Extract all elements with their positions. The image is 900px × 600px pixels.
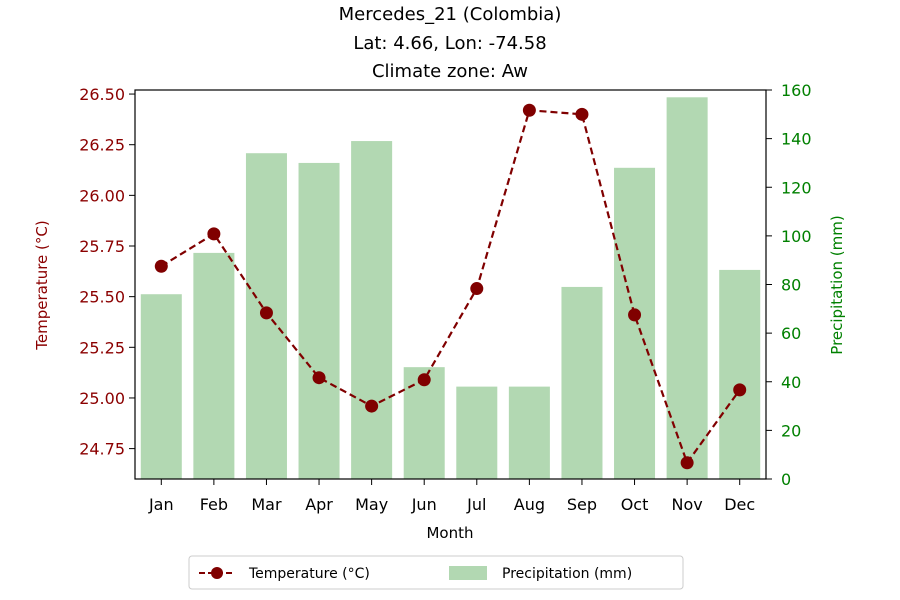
precipitation-bar-dec xyxy=(719,269,761,479)
y-left-tick-label: 26.25 xyxy=(79,136,125,155)
x-tick-label-jan: Jan xyxy=(148,495,174,514)
precipitation-bar-sep xyxy=(561,286,603,479)
y-right-tick-label: 80 xyxy=(781,276,801,295)
legend-precipitation-swatch xyxy=(449,566,487,580)
temperature-point-apr xyxy=(312,371,326,385)
temperature-line xyxy=(154,103,747,470)
chart-title: Mercedes_21 (Colombia) Lat: 4.66, Lon: -… xyxy=(339,4,562,82)
y-axis-left-label: Temperature (°C) xyxy=(33,220,51,350)
temperature-point-aug xyxy=(522,103,536,117)
temperature-point-sep xyxy=(575,107,589,121)
x-tick-label-mar: Mar xyxy=(251,495,282,514)
x-tick-label-nov: Nov xyxy=(672,495,703,514)
y-left-tick-label: 25.50 xyxy=(79,288,125,307)
x-axis-label: Month xyxy=(426,524,473,542)
x-tick-label-feb: Feb xyxy=(200,495,228,514)
precipitation-bar-apr xyxy=(298,162,340,479)
title-line-3: Climate zone: Aw xyxy=(372,61,528,82)
precipitation-bar-nov xyxy=(666,97,708,479)
precipitation-bar-feb xyxy=(193,252,235,479)
y-right-tick-label: 120 xyxy=(781,178,812,197)
legend-precipitation-label: Precipitation (mm) xyxy=(502,566,632,582)
y-axis-right-label: Precipitation (mm) xyxy=(828,215,846,354)
x-tick-label-jun: Jun xyxy=(411,495,437,514)
y-left-tick-label: 26.00 xyxy=(79,186,125,205)
y-right-tick-label: 160 xyxy=(781,81,812,100)
y-right-tick-label: 20 xyxy=(781,421,801,440)
y-right-tick-label: 0 xyxy=(781,470,791,489)
y-left-tick-label: 25.75 xyxy=(79,237,125,256)
x-tick-label-dec: Dec xyxy=(724,495,755,514)
title-line-1: Mercedes_21 (Colombia) xyxy=(339,4,562,25)
temperature-point-jan xyxy=(154,259,168,273)
x-tick-label-sep: Sep xyxy=(567,495,597,514)
axes: 24.75 25.00 25.25 25.50 25.75 26.00 26.25 26.50… xyxy=(79,81,811,514)
y-left-tick-label: 25.00 xyxy=(79,389,125,408)
temperature-point-mar xyxy=(259,306,273,320)
temperature-point-dec xyxy=(733,383,747,397)
precipitation-bar-aug xyxy=(508,386,550,479)
temperature-line-path xyxy=(160,109,741,466)
temperature-point-oct xyxy=(628,308,642,322)
precipitation-bars xyxy=(140,97,761,480)
temperature-point-nov xyxy=(680,456,694,470)
x-tick-label-aug: Aug xyxy=(514,495,545,514)
legend-temperature-label: Temperature (°C) xyxy=(248,566,370,582)
temperature-point-jul xyxy=(470,282,484,296)
legend-frame xyxy=(188,555,684,590)
precipitation-bar-jul xyxy=(456,386,498,479)
temperature-point-may xyxy=(365,399,379,413)
temperature-point-jun xyxy=(417,373,431,387)
legend-temperature-marker xyxy=(211,567,223,579)
y-right-tick-label: 40 xyxy=(781,373,801,392)
temperature-point-feb xyxy=(207,227,221,241)
y-left-tick-label: 24.75 xyxy=(79,440,125,459)
x-tick-label-jul: Jul xyxy=(466,495,486,514)
y-right-tick-label: 60 xyxy=(781,324,801,343)
y-right-tick-label: 100 xyxy=(781,227,812,246)
y-right-tick-label: 140 xyxy=(781,130,812,149)
precipitation-bar-oct xyxy=(614,167,656,480)
y-left-tick-label: 25.25 xyxy=(79,338,125,357)
x-tick-label-may: May xyxy=(355,495,388,514)
x-tick-label-oct: Oct xyxy=(621,495,649,514)
precipitation-bar-jan xyxy=(140,294,182,479)
precipitation-bar-may xyxy=(351,141,393,479)
legend: Temperature (°C) Precipitation (mm) xyxy=(188,555,684,590)
title-line-2: Lat: 4.66, Lon: -74.58 xyxy=(353,33,546,54)
x-tick-label-apr: Apr xyxy=(305,495,333,514)
y-left-tick-label: 26.50 xyxy=(79,85,125,104)
